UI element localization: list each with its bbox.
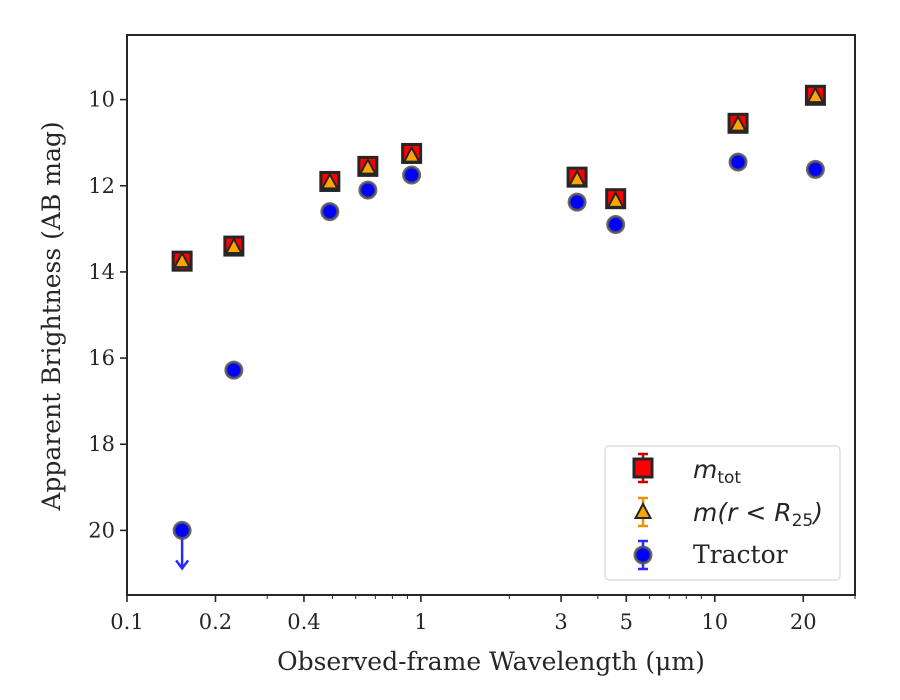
- data-point: [806, 86, 825, 104]
- legend-frame: [604, 445, 841, 581]
- legend: mtot m(r < R25) Tractor: [604, 445, 841, 581]
- data-point: [224, 360, 244, 380]
- data-point: [606, 190, 625, 208]
- legend-mtot-main: m: [693, 455, 717, 484]
- circle-marker: [320, 202, 340, 222]
- legend-label-mr25: m(r < R25): [693, 498, 823, 531]
- y-tick-label: 12: [88, 174, 115, 198]
- circle-marker: [805, 159, 825, 179]
- y-tick-label: 18: [88, 432, 115, 456]
- circle-marker: [224, 360, 244, 380]
- y-tick-label: 20: [88, 518, 115, 542]
- circle-marker: [633, 545, 653, 565]
- data-point: [567, 192, 587, 212]
- legend-mr25-close: ): [811, 498, 823, 527]
- legend-symbol: [632, 457, 654, 479]
- triangle-marker: [172, 251, 192, 269]
- data-point: [567, 169, 587, 187]
- circle-marker: [172, 520, 192, 540]
- legend-mtot-sub: tot: [717, 468, 741, 488]
- data-point: [606, 215, 626, 235]
- y-tick-label: 16: [88, 346, 115, 370]
- triangle-marker: [806, 86, 825, 104]
- legend-mr25-main: m(r < R: [693, 498, 792, 527]
- legend-mr25-sub: 25: [792, 511, 814, 531]
- triangle-marker: [402, 145, 421, 163]
- triangle-marker: [567, 169, 587, 187]
- data-marks: [171, 84, 826, 571]
- ticks: 0.1 0.2 0.4 1 3 5 10 20 10 12 14 16 18 20: [88, 88, 856, 634]
- legend-marker-mtot: [632, 452, 654, 484]
- legend-symbol: [633, 545, 653, 565]
- data-point: [728, 152, 748, 172]
- x-tick-label: 10: [701, 610, 728, 634]
- circle-marker: [402, 165, 422, 185]
- data-point: [172, 520, 192, 540]
- x-tick-label: 0.4: [287, 610, 320, 634]
- x-tick-label: 0.2: [199, 610, 232, 634]
- x-tick-label: 5: [620, 610, 633, 634]
- triangle-marker: [606, 190, 625, 208]
- triangle-marker: [728, 114, 748, 132]
- triangle-marker: [320, 172, 340, 190]
- data-point: [172, 251, 192, 269]
- data-point: [358, 180, 378, 200]
- data-point: [320, 172, 340, 190]
- triangle-marker: [358, 157, 378, 175]
- x-tick-label: 3: [554, 610, 567, 634]
- circle-marker: [728, 152, 748, 172]
- arrow-head: [175, 559, 190, 571]
- data-point: [358, 157, 378, 175]
- legend-label-tractor: Tractor: [693, 540, 788, 569]
- y-tick-label: 14: [88, 260, 115, 284]
- legend-symbol: [633, 501, 653, 519]
- legend-label-mtot: mtot: [693, 455, 741, 488]
- data-point: [320, 202, 340, 222]
- legend-marker-tractor: [633, 539, 653, 571]
- x-tick-label: 20: [790, 610, 817, 634]
- circle-marker: [358, 180, 378, 200]
- circle-marker: [567, 192, 587, 212]
- y-tick-label: 10: [88, 88, 115, 112]
- triangle-marker: [224, 236, 244, 254]
- data-point: [402, 165, 422, 185]
- legend-markers: [632, 452, 654, 571]
- legend-marker-mr25: [633, 496, 653, 528]
- square-marker: [632, 457, 654, 479]
- data-point: [728, 114, 748, 132]
- data-point: [805, 159, 825, 179]
- triangle-marker: [633, 501, 653, 519]
- data-point: [402, 145, 421, 163]
- series-mr25: [172, 86, 825, 269]
- x-tick-label: 1: [414, 610, 427, 634]
- data-point: [224, 236, 244, 254]
- plot-frame: [126, 34, 856, 596]
- x-axis-title: Observed-frame Wavelength (μm): [277, 647, 705, 676]
- series-tractor: [172, 152, 825, 571]
- y-axis-title: Apparent Brightness (AB mag): [37, 121, 66, 511]
- x-tick-label: 0.1: [110, 610, 143, 634]
- circle-marker: [606, 215, 626, 235]
